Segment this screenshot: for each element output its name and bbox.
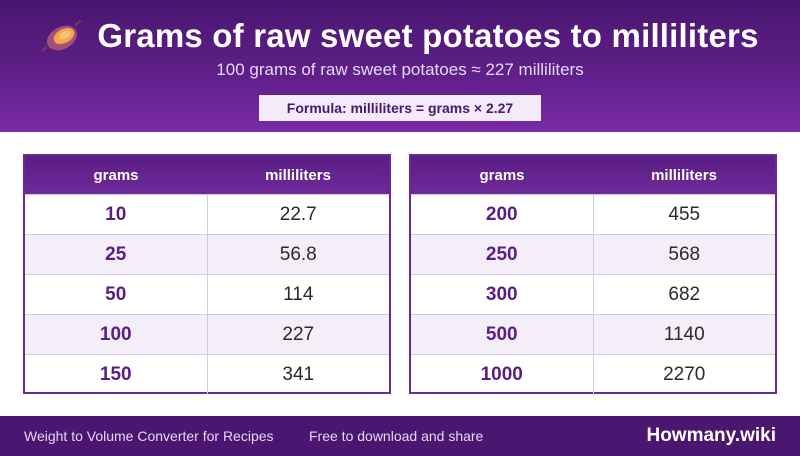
conversion-table-left: grams milliliters 10 22.7 25 56.8 50 114… [23,154,391,394]
formula-badge: Formula: milliliters = grams × 2.27 [259,95,541,121]
grams-cell: 50 [25,275,208,314]
grams-cell: 25 [25,235,208,274]
table-row: 25 56.8 [25,234,389,274]
grams-cell: 200 [411,195,594,234]
table-row: 10 22.7 [25,194,389,234]
footer-bar: Weight to Volume Converter for Recipes F… [0,416,800,456]
milliliters-cell: 2270 [663,363,706,385]
table-row: 500 1140 [411,314,775,354]
table-row: 200 455 [411,194,775,234]
milliliters-cell: 1140 [663,323,705,345]
milliliters-cell: 682 [668,283,701,305]
column-header-milliliters: milliliters [651,166,717,184]
column-header-grams: grams [93,166,139,184]
brand-logo-text[interactable]: Howmany.wiki [646,425,776,446]
header-banner: Grams of raw sweet potatoes to millilite… [0,0,800,132]
sweet-potato-icon [41,20,82,52]
milliliters-cell: 568 [668,243,701,265]
table-row: 100 227 [25,314,389,354]
table-header: grams milliliters [411,156,775,194]
milliliters-cell: 341 [282,363,315,385]
milliliters-cell: 227 [282,323,315,345]
table-row: 1000 2270 [411,354,775,394]
table-header: grams milliliters [25,156,389,194]
grams-cell: 1000 [411,355,594,394]
milliliters-cell: 114 [283,283,314,305]
page-title: Grams of raw sweet potatoes to millilite… [97,17,759,54]
grams-cell: 100 [25,315,208,354]
footer-share-note: Free to download and share [309,428,484,444]
conversion-table-right: grams milliliters 200 455 250 568 300 68… [409,154,777,394]
table-row: 300 682 [411,274,775,314]
footer-tagline: Weight to Volume Converter for Recipes [24,428,274,444]
table-row: 250 568 [411,234,775,274]
page-subtitle: 100 grams of raw sweet potatoes ≈ 227 mi… [216,60,584,79]
milliliters-cell: 455 [668,203,701,225]
grams-cell: 500 [411,315,594,354]
table-row: 50 114 [25,274,389,314]
grams-cell: 250 [411,235,594,274]
column-header-milliliters: milliliters [265,166,331,184]
title-row: Grams of raw sweet potatoes to millilite… [0,14,800,58]
grams-cell: 150 [25,355,208,394]
table-row: 150 341 [25,354,389,394]
column-header-grams: grams [479,166,525,184]
grams-cell: 10 [25,195,208,234]
milliliters-cell: 56.8 [279,243,317,265]
milliliters-cell: 22.7 [279,203,317,225]
grams-cell: 300 [411,275,594,314]
